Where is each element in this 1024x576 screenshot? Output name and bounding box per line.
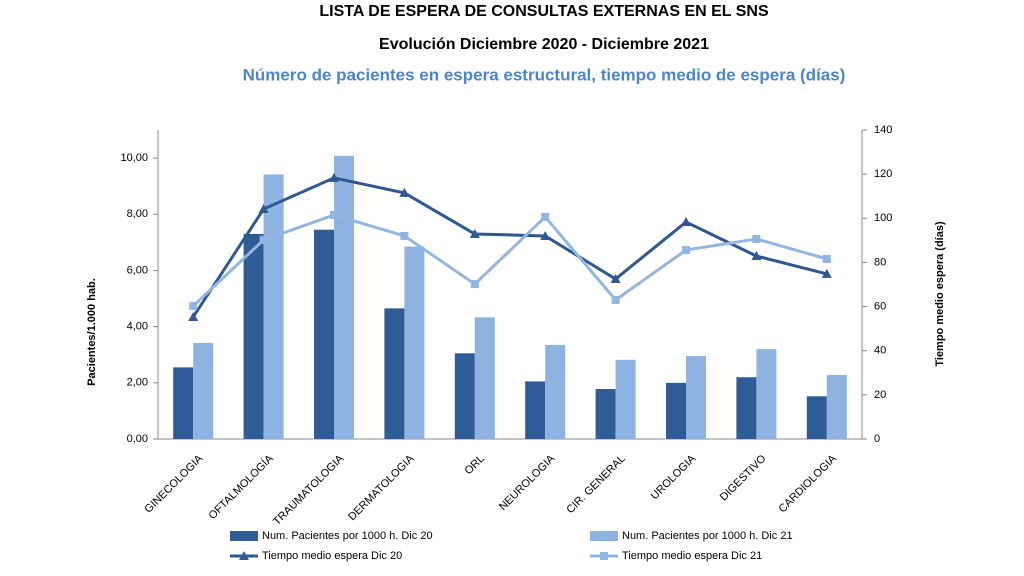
y2-axis-title: Tiempo medio espera (días): [934, 221, 946, 367]
marker: [681, 217, 691, 227]
bar: [736, 377, 757, 439]
marker: [821, 268, 832, 278]
bar: [173, 367, 194, 439]
y2-tick-label: 80: [874, 256, 886, 268]
x-tick-label: DIGESTIVO: [718, 452, 769, 503]
bar: [595, 388, 616, 439]
bar: [666, 382, 686, 439]
bar: [263, 174, 284, 439]
marker: [682, 246, 690, 255]
legend-label: Num. Pacientes por 1000 h. Dic 21: [622, 530, 793, 542]
y2-tick-label: 140: [874, 124, 892, 136]
legend-label: Tiempo medio espera Dic 20: [262, 550, 402, 562]
bar: [193, 342, 214, 439]
line: [192, 213, 828, 308]
marker: [751, 251, 762, 261]
bar: [454, 353, 475, 439]
x-tick-label: DERMATOLOGIA: [346, 452, 417, 523]
legend-label: Num. Pacientes por 1000 h. Dic 20: [262, 530, 433, 542]
chart-subtitle: Evolución Diciembre 2020 - Diciembre 202…: [379, 36, 709, 53]
bar: [384, 308, 405, 439]
bar: [826, 374, 847, 439]
marker: [752, 235, 761, 244]
bar: [314, 229, 334, 439]
marker: [188, 311, 199, 321]
y2-tick-label: 60: [874, 300, 886, 312]
y2-tick-label: 120: [874, 168, 892, 180]
marker: [541, 212, 550, 221]
legend-label: Tiempo medio espera Dic 21: [622, 550, 762, 562]
x-tick-label: CIR. GENERAL: [564, 453, 627, 516]
bar: [686, 356, 706, 439]
x-tick-label: CARDIOLOGIA: [776, 452, 839, 515]
y-tick-label: 0,00: [127, 433, 148, 445]
chart-caption: Número de pacientes en espera estructura…: [243, 65, 846, 84]
x-tick-label: ORL: [462, 453, 486, 477]
bar: [474, 317, 495, 439]
y-tick-label: 6,00: [127, 264, 148, 276]
marker: [470, 280, 479, 289]
bar: [525, 381, 546, 439]
y-tick-label: 10,00: [120, 152, 148, 164]
y-tick-label: 2,00: [127, 377, 148, 389]
marker: [610, 273, 621, 283]
legend-marker: [239, 551, 249, 560]
legend-swatch: [230, 531, 258, 541]
x-tick-label: TRAUMATOLOGIA: [271, 452, 347, 528]
bar: [545, 344, 566, 439]
x-tick-label: GINECOLOGIA: [142, 452, 205, 515]
marker: [259, 235, 268, 244]
legend-swatch: [590, 531, 618, 541]
marker: [258, 204, 269, 214]
x-tick-label: UROLOGIA: [649, 452, 699, 502]
y2-tick-label: 100: [874, 212, 892, 224]
y-tick-label: 8,00: [127, 208, 148, 220]
marker: [400, 231, 409, 240]
marker: [540, 230, 551, 240]
bar: [615, 359, 636, 439]
y2-tick-label: 0: [874, 433, 880, 445]
bar: [806, 396, 827, 439]
bar: [404, 246, 425, 439]
marker: [469, 228, 480, 238]
y2-tick-label: 40: [874, 345, 886, 357]
x-tick-label: NEUROLOGIA: [497, 452, 558, 513]
marker: [822, 254, 831, 263]
marker: [329, 172, 339, 182]
y-axis-title: Pacientes/1.000 hab.: [86, 278, 98, 386]
bar: [243, 233, 264, 439]
legend-marker: [600, 552, 608, 560]
chart-title: LISTA DE ESPERA DE CONSULTAS EXTERNAS EN…: [319, 3, 769, 20]
y-tick-label: 4,00: [127, 321, 148, 333]
bar: [334, 155, 354, 440]
marker: [189, 301, 198, 310]
x-tick-label: OFTALMOLOGÍA: [206, 452, 276, 522]
marker: [399, 187, 410, 197]
bar: [756, 349, 777, 439]
marker: [611, 295, 620, 304]
marker: [330, 210, 338, 219]
line: [191, 176, 828, 318]
y2-tick-label: 20: [874, 389, 886, 401]
